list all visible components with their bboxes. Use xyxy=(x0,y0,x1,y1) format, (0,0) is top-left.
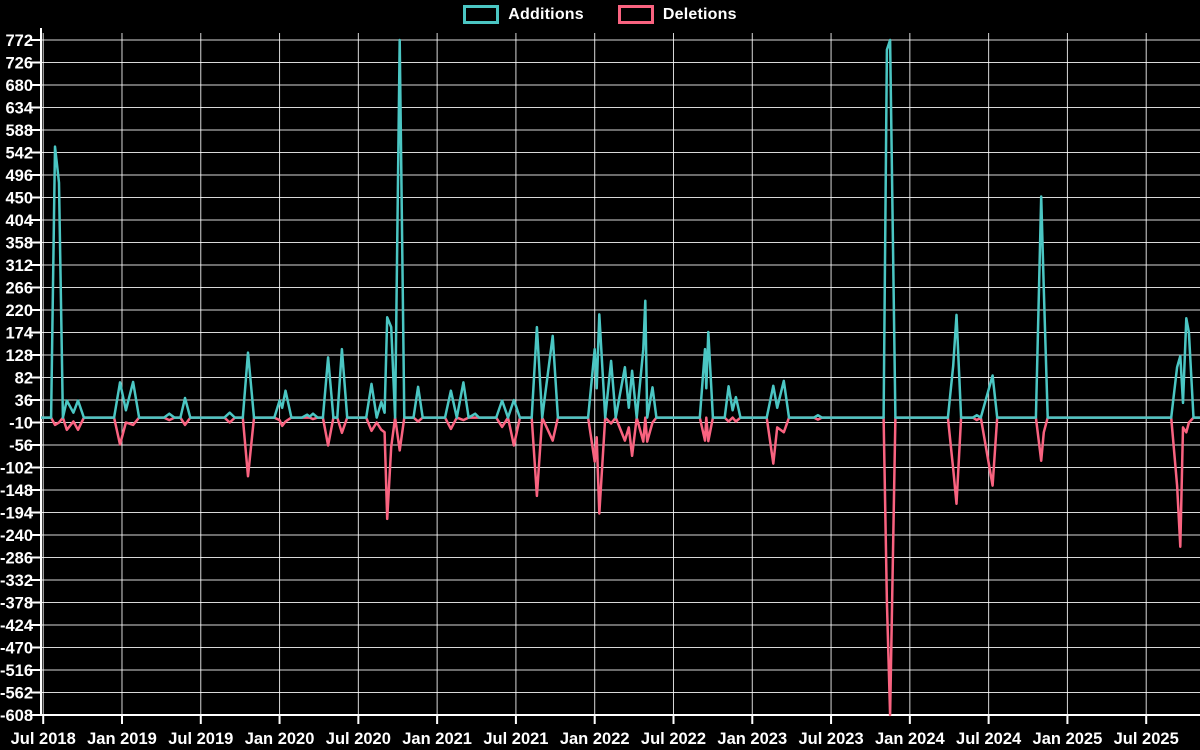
y-grid: 772 726 680 634 588 542 496 450 404 358 312 266 220 1… xyxy=(0,32,1200,725)
y-tick-label: 588 xyxy=(5,122,33,140)
y-tick-label: -148 xyxy=(0,482,33,500)
y-tick-label: -470 xyxy=(0,640,33,658)
y-tick-label: 312 xyxy=(5,257,33,275)
x-tick-label: Jan 2019 xyxy=(87,730,157,748)
x-tick-label: Jul 2018 xyxy=(11,730,76,748)
y-tick-label: -102 xyxy=(0,460,33,478)
y-tick-label: -10 xyxy=(9,415,33,433)
deletions-swatch-icon xyxy=(617,5,654,24)
y-tick-label: 542 xyxy=(5,145,33,163)
y-tick-label: 634 xyxy=(5,100,33,118)
x-tick-label: Jan 2023 xyxy=(717,730,787,748)
y-tick-label: 404 xyxy=(5,212,33,230)
y-tick-label: -378 xyxy=(0,595,33,613)
additions-line xyxy=(41,38,1200,419)
y-tick-label: 450 xyxy=(5,190,33,208)
y-tick-label: 220 xyxy=(5,302,33,320)
legend-label-additions: Additions xyxy=(508,5,584,23)
y-tick-label: -516 xyxy=(0,662,33,680)
x-tick-label: Jan 2025 xyxy=(1033,730,1103,748)
x-tick-label: Jul 2024 xyxy=(956,730,1022,748)
x-tick-label: Jul 2023 xyxy=(798,730,863,748)
y-tick-label: 358 xyxy=(5,235,33,253)
deletions-line xyxy=(41,416,1200,717)
y-tick-label: -608 xyxy=(0,707,33,725)
y-tick-label: -424 xyxy=(0,617,34,635)
x-tick-label: Jul 2019 xyxy=(168,730,233,748)
x-tick-label: Jan 2021 xyxy=(402,730,472,748)
x-tick-label: Jan 2024 xyxy=(875,730,946,748)
x-tick-label: Jan 2020 xyxy=(245,730,315,748)
x-grid: Jul 2018 Jan 2019 Jul 2019 Jan 2020 Jul 2020… xyxy=(11,33,1179,748)
x-tick-label: Jul 2025 xyxy=(1114,730,1179,748)
y-tick-label: -56 xyxy=(9,437,33,455)
legend-label-deletions: Deletions xyxy=(662,5,737,23)
y-tick-label: -562 xyxy=(0,685,33,703)
y-tick-label: 174 xyxy=(5,325,33,343)
additions-swatch-icon xyxy=(463,5,500,24)
y-tick-label: 36 xyxy=(15,392,33,410)
y-tick-label: -240 xyxy=(0,527,33,545)
series-lines xyxy=(41,38,1200,717)
y-tick-label: 726 xyxy=(5,55,33,73)
x-tick-label: Jul 2022 xyxy=(641,730,706,748)
y-tick-label: 680 xyxy=(5,77,33,95)
y-tick-label: 266 xyxy=(5,280,33,298)
x-tick-label: Jan 2022 xyxy=(560,730,630,748)
chart-legend: Additions Deletions xyxy=(0,5,1200,24)
y-tick-label: -332 xyxy=(0,572,33,590)
x-tick-label: Jul 2020 xyxy=(326,730,391,748)
legend-item-deletions: Deletions xyxy=(617,5,737,24)
y-tick-label: -194 xyxy=(0,505,34,523)
legend-item-additions: Additions xyxy=(463,5,584,24)
y-tick-label: -286 xyxy=(0,550,33,568)
y-tick-label: 496 xyxy=(5,167,33,185)
y-tick-label: 772 xyxy=(5,32,33,50)
x-tick-label: Jul 2021 xyxy=(483,730,548,748)
y-tick-label: 128 xyxy=(5,347,33,365)
y-tick-label: 82 xyxy=(15,370,33,388)
